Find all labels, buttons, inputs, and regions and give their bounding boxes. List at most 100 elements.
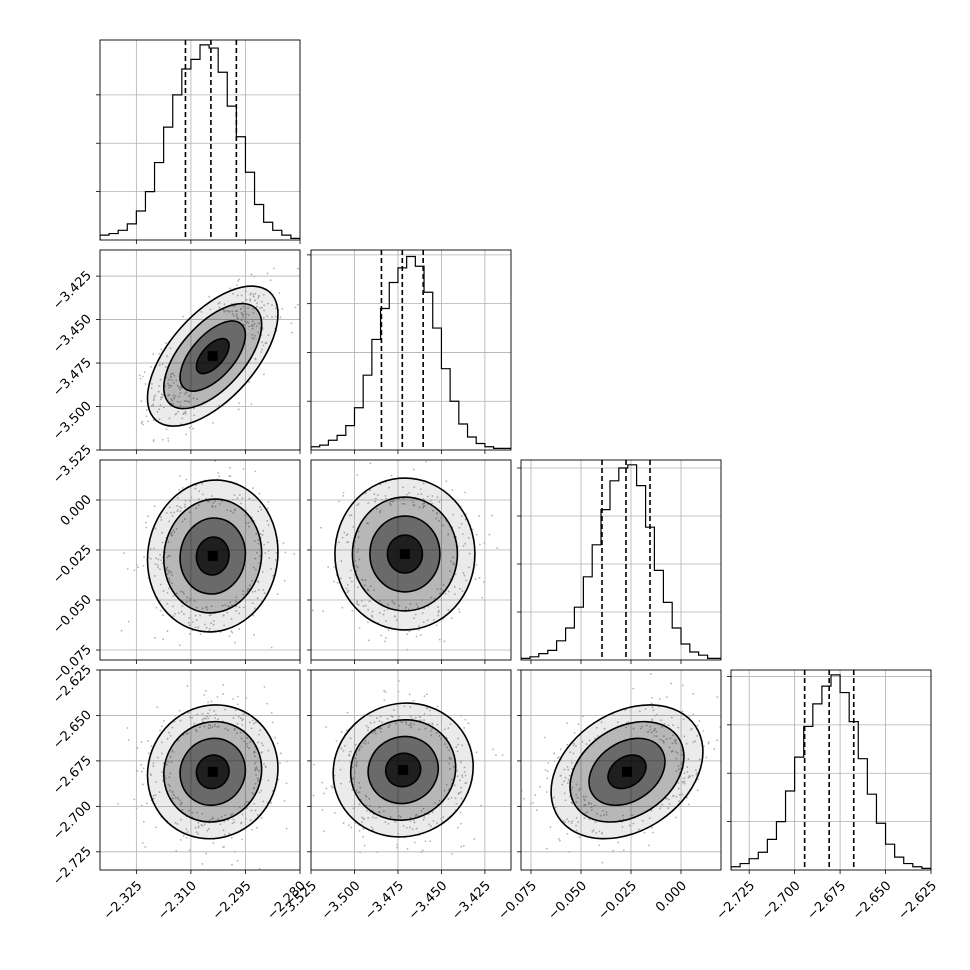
- scatter-point: [361, 599, 363, 602]
- scatter-point: [362, 605, 365, 608]
- scatter-point: [217, 818, 220, 820]
- scatter-point: [226, 729, 229, 731]
- scatter-point: [592, 829, 595, 832]
- scatter-point: [234, 509, 236, 512]
- scatter-point: [357, 530, 360, 533]
- scatter-point: [231, 312, 234, 315]
- scatter-point: [457, 793, 460, 795]
- scatter-point: [168, 587, 170, 590]
- scatter-point: [436, 723, 439, 726]
- scatter-point: [165, 777, 167, 780]
- scatter-point: [167, 437, 169, 440]
- scatter-point: [371, 616, 374, 618]
- scatter-point: [171, 726, 174, 729]
- scatter-point: [697, 778, 700, 781]
- y-tick-label: −2.675: [50, 753, 95, 798]
- scatter-point: [566, 722, 568, 725]
- scatter-point: [195, 730, 198, 733]
- scatter-point: [707, 742, 710, 745]
- scatter-point: [364, 579, 367, 582]
- histogram-panel-1: [307, 249, 512, 454]
- scatter-point: [256, 777, 259, 780]
- scatter-point: [362, 827, 365, 830]
- scatter-point: [123, 552, 125, 555]
- scatter-point: [461, 774, 464, 777]
- scatter-point: [596, 726, 598, 729]
- scatter-point: [180, 818, 182, 821]
- scatter-point: [667, 724, 670, 727]
- scatter-point: [185, 391, 188, 394]
- scatter-point: [566, 818, 569, 821]
- scatter-point: [367, 621, 369, 624]
- scatter-point: [196, 811, 199, 814]
- scatter-point: [241, 872, 243, 874]
- scatter-point: [190, 425, 193, 428]
- scatter-point: [387, 822, 390, 825]
- scatter-point: [174, 821, 177, 824]
- scatter-point: [285, 782, 288, 785]
- scatter-point: [153, 547, 156, 550]
- scatter-point: [346, 584, 349, 586]
- scatter-point: [391, 716, 394, 718]
- scatter-point: [396, 843, 399, 846]
- scatter-point: [383, 640, 386, 643]
- scatter-point: [352, 807, 355, 810]
- scatter-point: [465, 781, 468, 784]
- scatter-point: [464, 518, 467, 521]
- scatter-point: [659, 807, 661, 810]
- scatter-point: [357, 548, 360, 551]
- scatter-point: [169, 532, 172, 535]
- scatter-point: [428, 823, 430, 826]
- scatter-point: [379, 730, 382, 733]
- scatter-point: [572, 744, 575, 747]
- scatter-point: [381, 498, 384, 501]
- scatter-point: [168, 571, 171, 574]
- scatter-point: [605, 811, 608, 813]
- scatter-point: [185, 400, 188, 402]
- scatter-point: [195, 606, 198, 609]
- histogram-panel-2: [517, 459, 722, 664]
- scatter-point: [631, 814, 633, 817]
- scatter-point: [235, 732, 238, 735]
- scatter-point: [166, 602, 169, 605]
- scatter-point: [211, 818, 214, 820]
- scatter-point: [218, 475, 221, 478]
- scatter-point: [428, 722, 431, 725]
- scatter-point: [234, 850, 236, 853]
- scatter-point: [266, 702, 269, 705]
- scatter-point: [249, 293, 252, 296]
- scatter-point: [166, 591, 169, 594]
- scatter-point: [209, 727, 212, 729]
- scatter-point: [154, 527, 157, 530]
- scatter-point: [410, 722, 412, 725]
- scatter-point: [639, 727, 642, 730]
- scatter-point: [392, 500, 395, 503]
- scatter-point: [325, 787, 328, 790]
- scatter-point: [193, 600, 196, 602]
- scatter-point: [529, 802, 532, 805]
- scatter-point: [256, 768, 259, 771]
- scatter-point: [523, 797, 525, 800]
- scatter-point: [178, 644, 181, 647]
- scatter-point: [432, 618, 435, 621]
- scatter-point: [429, 499, 432, 502]
- scatter-point: [201, 863, 204, 865]
- scatter-point: [216, 696, 219, 698]
- scatter-point: [282, 542, 285, 544]
- scatter-point: [172, 615, 175, 617]
- scatter-point: [243, 803, 246, 806]
- scatter-point: [293, 553, 296, 555]
- scatter-point: [159, 378, 162, 381]
- x-tick-label: −2.325: [101, 878, 146, 923]
- scatter-point: [659, 805, 662, 808]
- scatter-point: [393, 709, 395, 712]
- scatter-point: [694, 740, 697, 743]
- scatter-point: [355, 565, 358, 567]
- joint-content: [521, 670, 721, 870]
- scatter-point: [161, 752, 163, 755]
- scatter-point: [641, 725, 644, 728]
- scatter-point: [378, 727, 380, 730]
- scatter-point: [203, 717, 206, 720]
- scatter-point: [355, 760, 358, 762]
- scatter-point: [362, 742, 365, 744]
